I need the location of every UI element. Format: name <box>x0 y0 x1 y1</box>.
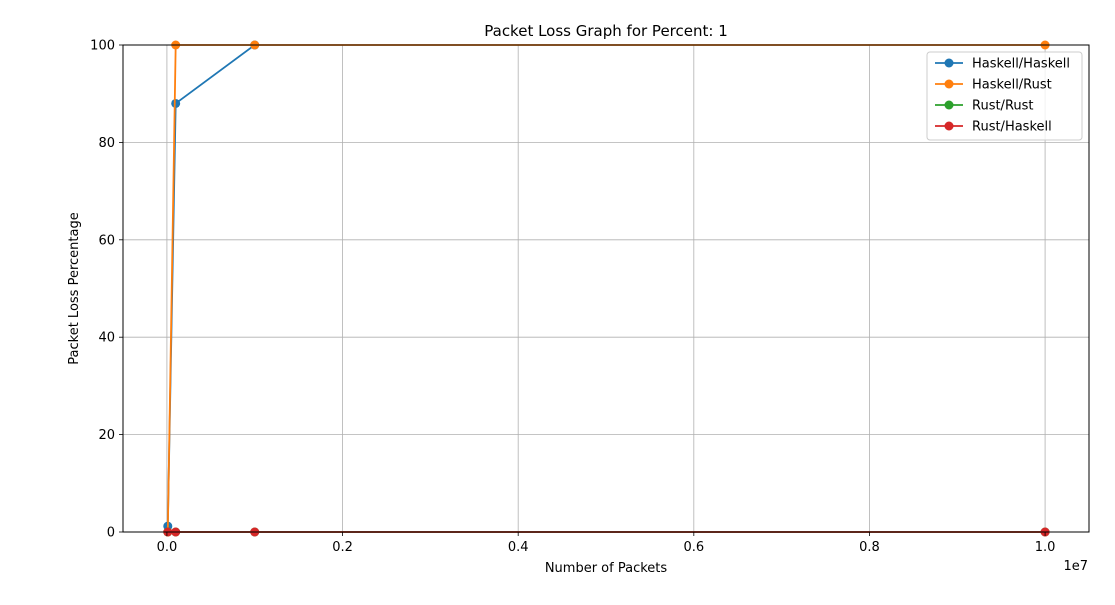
ticks: 0.0 0.2 0.4 0.6 0.8 1.0 0 20 40 60 80 100 <box>90 39 1055 556</box>
y-tick-label: 80 <box>98 136 115 151</box>
legend-item: Haskell/Rust <box>935 78 1052 93</box>
y-tick-label: 60 <box>98 233 115 248</box>
legend-label: Haskell/Rust <box>972 78 1052 93</box>
x-tick-label: 0.8 <box>859 540 880 555</box>
legend-marker <box>944 121 954 131</box>
x-tick-label: 0.2 <box>332 540 353 555</box>
y-tick-label: 0 <box>107 526 115 541</box>
x-axis-offset-label: 1e7 <box>1063 559 1088 574</box>
legend: Haskell/Haskell Haskell/Rust Rust/Rust Rust… <box>926 51 1083 141</box>
x-tick-label: 0.6 <box>683 540 704 555</box>
legend-item: Haskell/Haskell <box>935 57 1070 72</box>
legend-marker <box>944 100 954 110</box>
y-tick-label: 20 <box>98 428 115 443</box>
legend-item: Rust/Rust <box>935 99 1034 114</box>
legend-label: Rust/Rust <box>972 99 1034 114</box>
chart-title: Packet Loss Graph for Percent: 1 <box>484 22 728 40</box>
legend-marker <box>944 58 954 68</box>
x-tick-label: 0.4 <box>508 540 529 555</box>
legend-label: Haskell/Haskell <box>972 57 1070 72</box>
x-tick-label: 1.0 <box>1035 540 1056 555</box>
y-axis-label: Packet Loss Percentage <box>67 212 82 364</box>
legend-item: Rust/Haskell <box>935 120 1052 135</box>
data-point <box>171 98 181 108</box>
y-tick-label: 100 <box>90 39 115 54</box>
legend-box <box>926 51 1083 141</box>
x-axis-label: Number of Packets <box>545 561 668 576</box>
legend-marker <box>944 79 954 89</box>
plot-frame <box>122 44 1090 533</box>
y-tick-label: 40 <box>98 331 115 346</box>
x-tick-label: 0.0 <box>157 540 178 555</box>
legend-label: Rust/Haskell <box>972 120 1052 135</box>
